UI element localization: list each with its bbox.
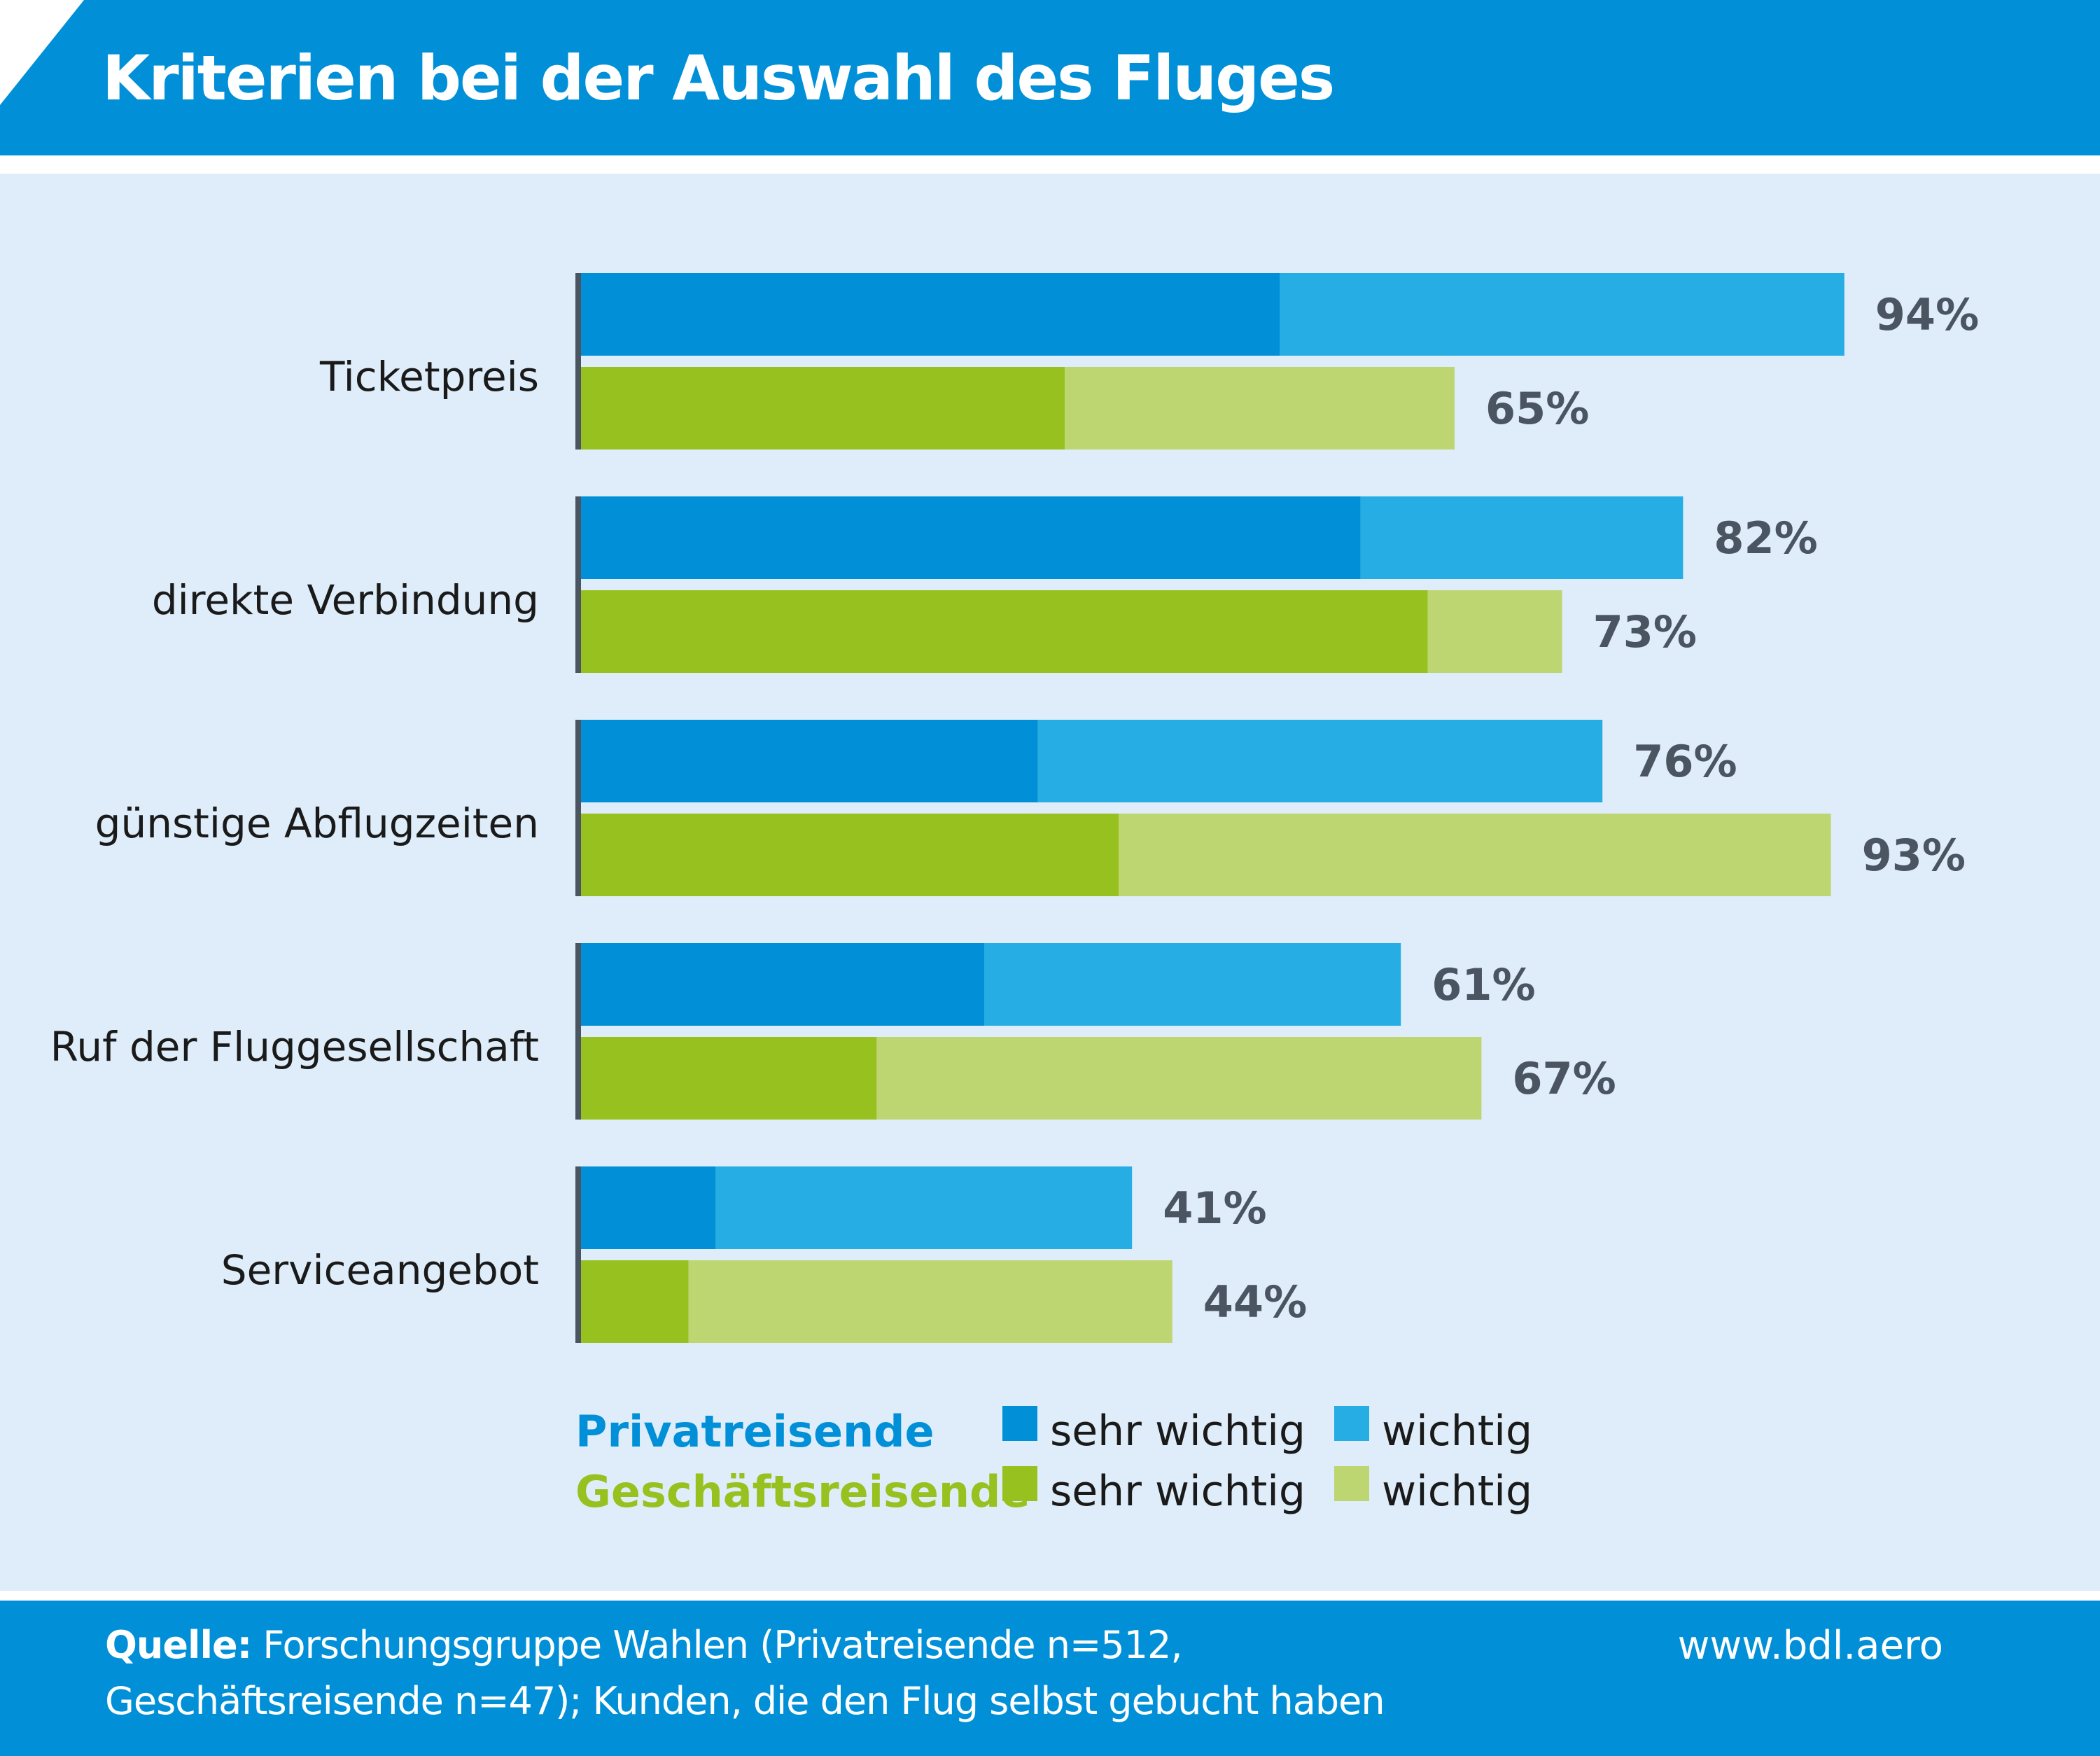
legend-label: wichtig (1382, 1407, 1532, 1456)
bar-segment (581, 590, 1428, 673)
source-label: Quelle: (105, 1623, 252, 1667)
bar-segment (715, 1166, 1133, 1249)
header-background (0, 0, 2100, 155)
chart-title: Kriterien bei der Auswahl des Fluges (102, 42, 1335, 114)
bar-chart: Ticketpreis 94% 65% direkte Verbindung 82% 73… (50, 273, 1979, 1517)
bar-segment (581, 720, 1038, 802)
header-banner: Kriterien bei der Auswahl des Fluges (0, 0, 2100, 155)
bar-segment (1360, 496, 1684, 579)
source-line-2: Geschäftsreisende n=47); Kunden, die den… (105, 1679, 1385, 1723)
chart-panel: Ticketpreis 94% 65% direkte Verbindung 82% 73… (0, 174, 2100, 1591)
value-label: 67% (1512, 1053, 1616, 1104)
bar-segment (581, 1166, 715, 1249)
value-label: 73% (1593, 606, 1697, 657)
legend-swatch (1334, 1466, 1369, 1501)
legend-swatch (1334, 1406, 1369, 1441)
value-label: 44% (1203, 1276, 1307, 1328)
bar-segment (581, 814, 1119, 896)
bar-segment (581, 367, 1065, 450)
axis-line (575, 1166, 581, 1343)
value-label: 65% (1485, 383, 1589, 434)
category-label: günstige Abflugzeiten (95, 800, 539, 847)
legend-group-label: Geschäftsreisende (575, 1466, 1030, 1517)
bar-segment (688, 1260, 1172, 1343)
source-line-1: Quelle: Forschungsgruppe Wahlen (Privatr… (105, 1623, 1183, 1667)
legend-label: sehr wichtig (1050, 1467, 1306, 1516)
source-text-1: Forschungsgruppe Wahlen (Privatreisende … (262, 1623, 1182, 1667)
category-label: Serviceangebot (221, 1246, 539, 1294)
footer-banner: Quelle: Forschungsgruppe Wahlen (Privatr… (0, 1601, 2100, 1756)
bar-segment (581, 496, 1361, 579)
bar-segment (1119, 814, 1831, 896)
value-label: 41% (1163, 1183, 1266, 1234)
category-label: direkte Verbindung (152, 576, 539, 624)
legend-label: wichtig (1382, 1467, 1532, 1516)
axis-line (575, 720, 581, 896)
axis-line (575, 496, 581, 673)
axis-line (575, 273, 581, 450)
bar-segment (1280, 273, 1844, 356)
website-link[interactable]: www.bdl.aero (1677, 1623, 1943, 1668)
legend-group-label: Privatreisende (575, 1406, 934, 1457)
bar-segment (1065, 367, 1455, 450)
value-label: 82% (1714, 513, 1817, 564)
bar-segment (1037, 720, 1603, 802)
legend-swatch (1002, 1466, 1037, 1501)
value-label: 94% (1875, 289, 1979, 340)
bar-segment (1427, 590, 1562, 673)
category-label: Ruf der Fluggesellschaft (50, 1023, 539, 1071)
bar-segment (984, 943, 1401, 1026)
bar-segment (581, 1037, 877, 1120)
value-label: 61% (1432, 959, 1535, 1010)
legend-label: sehr wichtig (1050, 1407, 1306, 1456)
category-label: Ticketpreis (319, 353, 539, 400)
legend-swatch (1002, 1406, 1037, 1441)
bar-segment (581, 273, 1280, 356)
bar-segment (876, 1037, 1482, 1120)
value-label: 93% (1862, 830, 1966, 881)
axis-line (575, 943, 581, 1120)
bar-segment (581, 943, 984, 1026)
value-label: 76% (1633, 736, 1737, 787)
bar-segment (581, 1260, 689, 1343)
